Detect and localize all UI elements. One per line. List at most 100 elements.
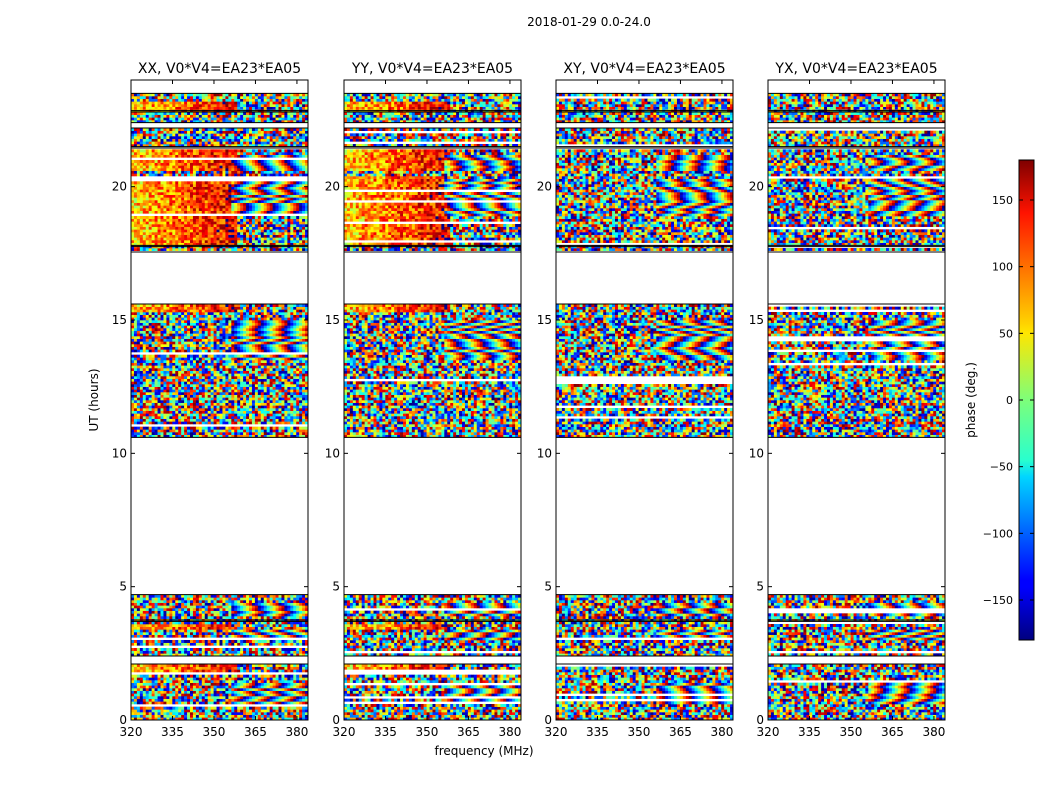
phase-cell xyxy=(211,691,214,694)
phase-cell xyxy=(202,677,205,680)
phase-cell xyxy=(302,680,305,683)
phase-cell xyxy=(234,685,237,688)
phase-cell xyxy=(152,699,155,702)
phase-cell xyxy=(169,680,172,683)
phase-cell xyxy=(137,693,140,696)
phase-cell xyxy=(225,691,228,694)
phase-cell xyxy=(181,685,184,688)
phase-cell xyxy=(199,709,202,712)
phase-cell xyxy=(261,691,264,694)
phase-cell xyxy=(166,693,169,696)
phase-cell xyxy=(264,707,267,710)
phase-cell xyxy=(293,693,296,696)
phase-cell xyxy=(196,675,199,678)
phase-cell xyxy=(267,680,270,683)
phase-cell xyxy=(205,675,208,678)
phase-cell xyxy=(302,667,305,670)
phase-cell xyxy=(152,667,155,670)
phase-cell xyxy=(273,701,276,704)
phase-cell xyxy=(228,688,231,691)
phase-cell xyxy=(240,685,243,688)
phase-cell xyxy=(137,669,140,672)
phase-cell xyxy=(163,667,166,670)
phase-cell xyxy=(214,701,217,704)
phase-cell xyxy=(175,699,178,702)
phase-cell xyxy=(196,680,199,683)
phase-cell xyxy=(163,701,166,704)
phase-cell xyxy=(196,683,199,686)
phase-cell xyxy=(228,709,231,712)
phase-cell xyxy=(166,707,169,710)
phase-cell xyxy=(302,696,305,699)
phase-cell xyxy=(193,707,196,710)
phase-cell xyxy=(184,669,187,672)
phase-cell xyxy=(205,685,208,688)
phase-cell xyxy=(246,685,249,688)
phase-cell xyxy=(214,709,217,712)
phase-cell xyxy=(290,707,293,710)
phase-cell xyxy=(302,712,305,715)
phase-cell xyxy=(231,707,234,710)
phase-cell xyxy=(166,699,169,702)
phase-cell xyxy=(181,693,184,696)
phase-cell xyxy=(202,691,205,694)
phase-cell xyxy=(302,707,305,710)
phase-cell xyxy=(273,696,276,699)
phase-cell xyxy=(273,677,276,680)
phase-cell xyxy=(178,699,181,702)
phase-cell xyxy=(258,669,261,672)
phase-cell xyxy=(302,715,305,718)
phase-cell xyxy=(161,707,164,710)
phase-cell xyxy=(228,669,231,672)
phase-cell xyxy=(279,691,282,694)
phase-cell xyxy=(172,709,175,712)
phase-cell xyxy=(158,688,161,691)
phase-cell xyxy=(258,709,261,712)
phase-cell xyxy=(169,667,172,670)
phase-cell xyxy=(134,691,137,694)
phase-cell xyxy=(152,680,155,683)
phase-cell xyxy=(287,715,290,718)
phase-cell xyxy=(149,685,152,688)
phase-cell xyxy=(237,693,240,696)
phase-cell xyxy=(152,709,155,712)
phase-cell xyxy=(255,683,258,686)
phase-cell xyxy=(146,707,149,710)
phase-cell xyxy=(146,715,149,718)
phase-cell xyxy=(299,712,302,715)
phase-cell xyxy=(158,715,161,718)
phase-cell xyxy=(211,712,214,715)
phase-cell xyxy=(196,693,199,696)
phase-cell xyxy=(172,707,175,710)
phase-cell xyxy=(143,683,146,686)
phase-cell xyxy=(193,699,196,702)
phase-cell xyxy=(137,667,140,670)
phase-cell xyxy=(155,712,158,715)
phase-cell xyxy=(287,683,290,686)
phase-cell xyxy=(287,709,290,712)
phase-cell xyxy=(199,693,202,696)
phase-cell xyxy=(225,688,228,691)
phase-cell xyxy=(163,712,166,715)
phase-cell xyxy=(258,688,261,691)
phase-cell xyxy=(270,696,273,699)
phase-cell xyxy=(276,712,279,715)
phase-cell xyxy=(169,675,172,678)
phase-cell xyxy=(252,688,255,691)
phase-cell xyxy=(143,677,146,680)
phase-cell xyxy=(287,669,290,672)
phase-cell xyxy=(281,691,284,694)
phase-cell xyxy=(137,699,140,702)
phase-cell xyxy=(149,688,152,691)
phase-cell xyxy=(217,669,220,672)
phase-cell xyxy=(181,680,184,683)
phase-cell xyxy=(181,707,184,710)
phase-cell xyxy=(293,685,296,688)
phase-cell xyxy=(205,707,208,710)
phase-cell xyxy=(225,712,228,715)
phase-cell xyxy=(273,685,276,688)
phase-cell xyxy=(290,680,293,683)
phase-cell xyxy=(237,675,240,678)
phase-cell xyxy=(255,675,258,678)
phase-cell xyxy=(161,699,164,702)
